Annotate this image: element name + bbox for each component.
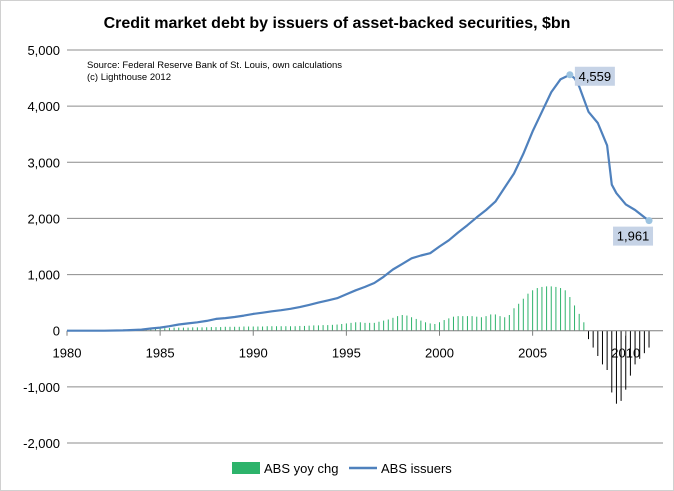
callout-marker <box>645 217 653 225</box>
y-tick-label: 4,000 <box>27 99 60 114</box>
callout-box <box>613 226 654 246</box>
x-tick-label: 1985 <box>146 346 175 361</box>
x-tick-label: 1980 <box>53 346 82 361</box>
x-tick-label: 2000 <box>425 346 454 361</box>
x-tick-label: 2010 <box>611 346 640 361</box>
x-tick-label: 2005 <box>518 346 547 361</box>
legend-label-abs-yoy-chg: ABS yoy chg <box>264 461 338 476</box>
x-axis-ticks: 1980 1985 1990 1995 2000 2005 2010 <box>53 330 640 361</box>
y-tick-label: 1,000 <box>27 268 60 283</box>
y-tick-label: 5,000 <box>27 43 60 58</box>
y-tick-label: -2,000 <box>23 436 60 451</box>
x-tick-label: 1990 <box>239 346 268 361</box>
callouts: 4,559 1,961 <box>566 66 654 246</box>
gridlines <box>67 49 663 444</box>
y-tick-label: 3,000 <box>27 155 60 170</box>
copyright-note: (c) Lighthouse 2012 <box>87 72 171 83</box>
y-axis-ticks: 5,000 4,000 3,000 2,000 1,000 0 -1,000 -2,000 <box>23 43 60 451</box>
chart-title: Credit market debt by issuers of asset-b… <box>104 15 571 32</box>
legend-swatch-abs-yoy-chg <box>232 462 260 474</box>
callout-marker <box>566 71 574 79</box>
callout-box <box>574 66 615 86</box>
bar-series <box>141 286 650 404</box>
callout-label: 4,559 <box>579 69 612 84</box>
x-tick-label: 1995 <box>332 346 361 361</box>
callout-label: 1,961 <box>617 229 650 244</box>
source-note: Source: Federal Reserve Bank of St. Loui… <box>87 60 342 71</box>
y-tick-label: 0 <box>53 324 60 339</box>
y-tick-label: 2,000 <box>27 211 60 226</box>
legend-label-abs-issuers: ABS issuers <box>381 461 452 476</box>
y-tick-label: -1,000 <box>23 380 60 395</box>
abs-issuers-line <box>67 73 650 332</box>
legend: ABS yoy chg ABS issuers <box>232 461 452 476</box>
